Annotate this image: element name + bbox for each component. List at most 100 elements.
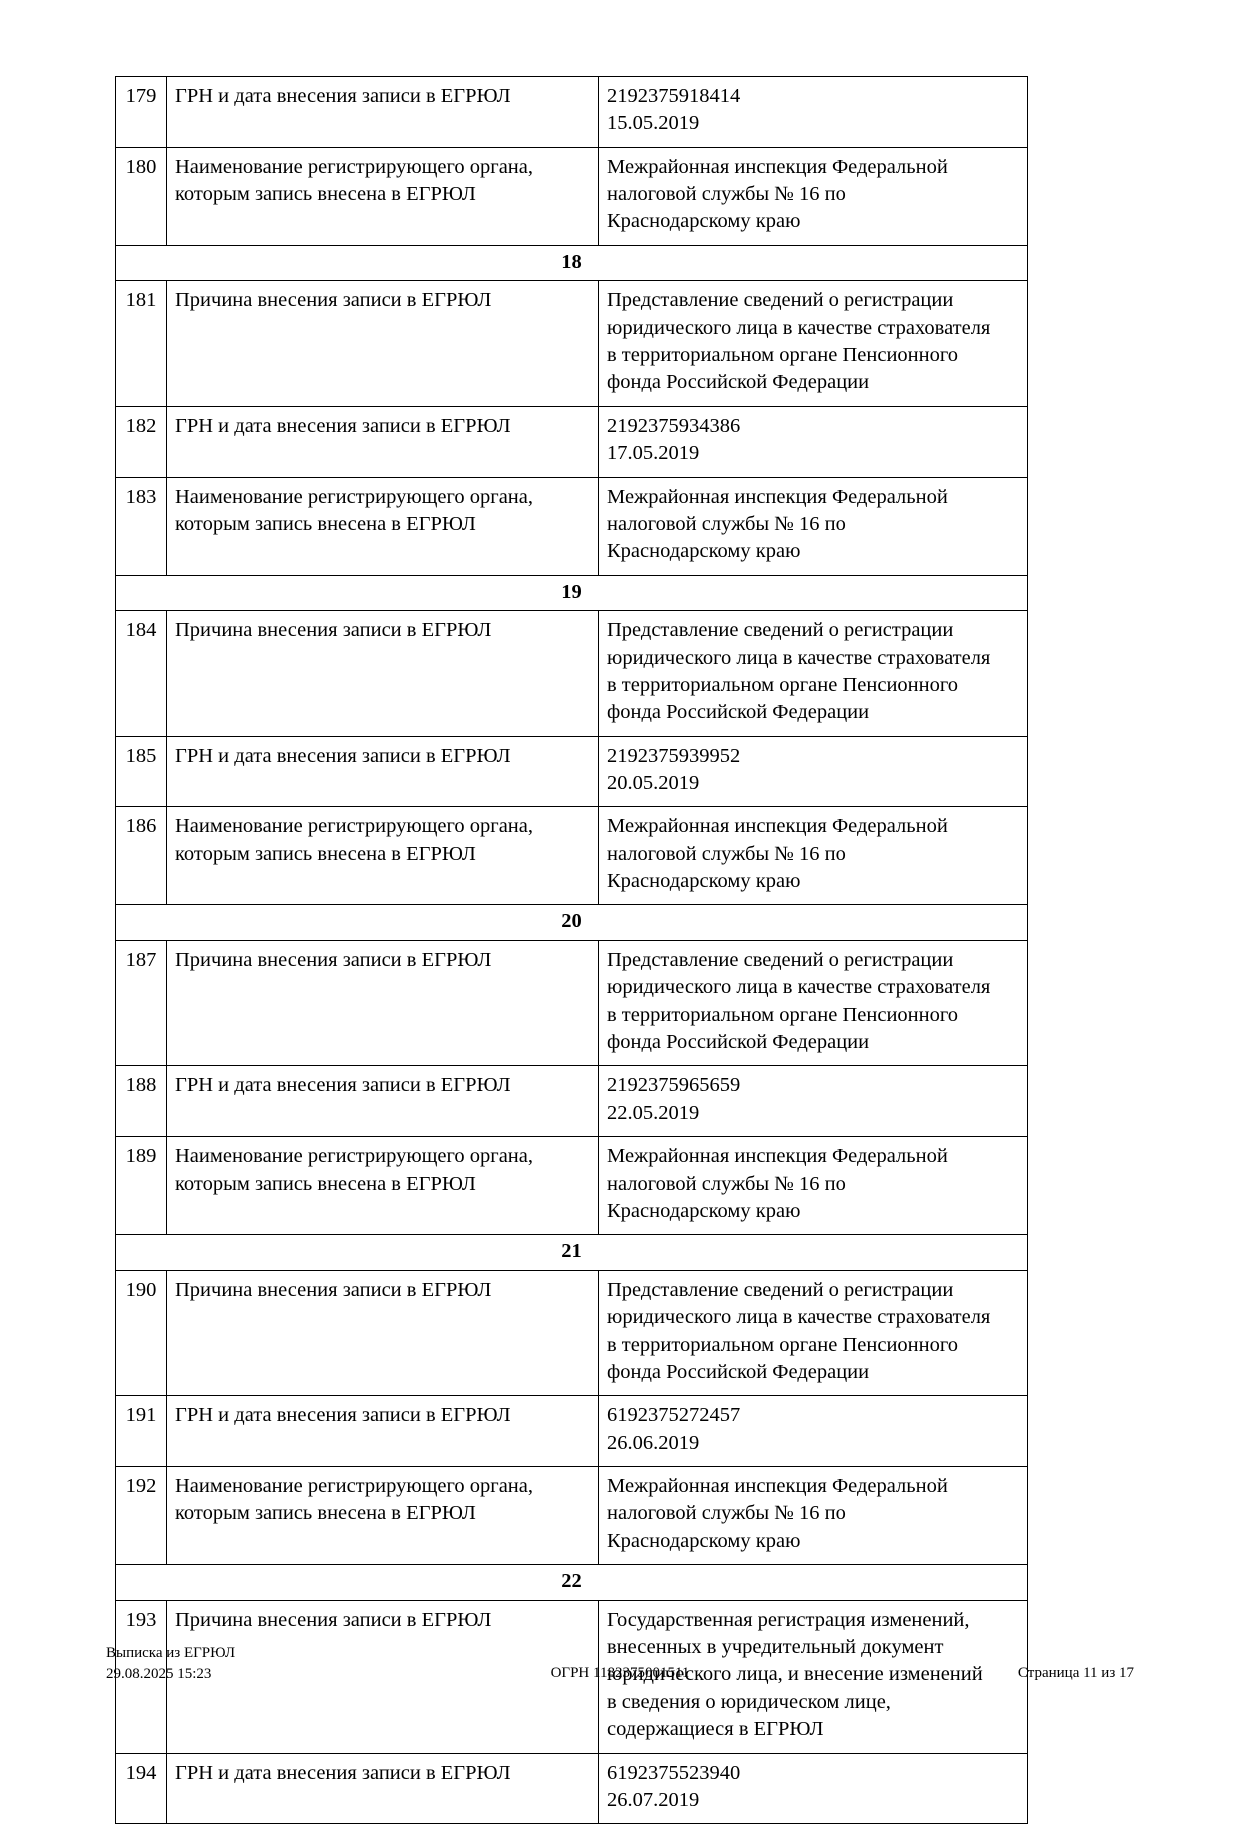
row-value-line: Межрайонная инспекция Федеральной bbox=[607, 815, 948, 838]
row-value: 2192375939952 20.05.2019 bbox=[598, 735, 1028, 808]
row-number: 193 bbox=[115, 1599, 167, 1754]
row-label-line: которым запись внесена в ЕГРЮЛ bbox=[175, 1502, 476, 1525]
row-value-line: фонда Российской Федерации bbox=[607, 1031, 870, 1054]
row-label: Причина внесения записи в ЕГРЮЛ bbox=[166, 1269, 599, 1397]
footer-document-info: Выписка из ЕГРЮЛ 29.08.2025 15:23 bbox=[106, 1643, 235, 1686]
table-row: 189 Наименование регистрирующего органа, к… bbox=[115, 1136, 1028, 1236]
row-label-line: которым запись внесена в ЕГРЮЛ bbox=[175, 1172, 476, 1195]
row-number: 191 bbox=[115, 1395, 167, 1468]
row-value: Межрайонная инспекция Федеральной налогов… bbox=[598, 1466, 1028, 1566]
row-value-line: Краснодарскому краю bbox=[607, 870, 801, 893]
row-label-line: Наименование регистрирующего органа, bbox=[175, 155, 533, 178]
row-label: Наименование регистрирующего органа, кото… bbox=[166, 146, 599, 246]
table-row: 181 Причина внесения записи в ЕГРЮЛ Предст… bbox=[115, 280, 1028, 407]
row-value-line: Межрайонная инспекция Федеральной bbox=[607, 485, 948, 508]
table-row: 192 Наименование регистрирующего органа, к… bbox=[115, 1466, 1028, 1566]
row-number: 179 bbox=[115, 76, 167, 148]
row-value-line: 2192375939952 bbox=[607, 744, 741, 767]
row-label: ГРН и дата внесения записи в ЕГРЮЛ bbox=[166, 405, 599, 478]
table-row: 187 Причина внесения записи в ЕГРЮЛ Предст… bbox=[115, 940, 1028, 1067]
row-label-line: которым запись внесена в ЕГРЮЛ bbox=[175, 183, 476, 206]
section-header-row: 21 bbox=[115, 1234, 1028, 1271]
row-label-line: которым запись внесена в ЕГРЮЛ bbox=[175, 512, 476, 535]
row-value: Представление сведений о регистрации юрид… bbox=[598, 940, 1028, 1067]
row-value-line: 2192375934386 bbox=[607, 414, 741, 437]
row-label-line: Наименование регистрирующего органа, bbox=[175, 1475, 533, 1498]
row-value-line: Представление сведений о регистрации bbox=[607, 289, 954, 312]
egrul-records-table: 179 ГРН и дата внесения записи в ЕГРЮЛ 219… bbox=[115, 76, 1028, 1824]
row-value: Межрайонная инспекция Федеральной налогов… bbox=[598, 806, 1028, 906]
row-number: 194 bbox=[115, 1752, 167, 1824]
section-header-row: 20 bbox=[115, 904, 1028, 942]
row-number: 184 bbox=[115, 610, 167, 737]
table-row: 190 Причина внесения записи в ЕГРЮЛ Предст… bbox=[115, 1269, 1028, 1397]
row-label-line: Наименование регистрирующего органа, bbox=[175, 485, 533, 508]
row-value-line: Межрайонная инспекция Федеральной bbox=[607, 1475, 948, 1498]
table-row: 185 ГРН и дата внесения записи в ЕГРЮЛ 219… bbox=[115, 735, 1028, 808]
row-label: Наименование регистрирующего органа, кото… bbox=[166, 806, 599, 906]
row-value-line: 20.05.2019 bbox=[607, 772, 700, 795]
row-value-line: налоговой службы № 16 по bbox=[607, 183, 846, 206]
row-value: Представление сведений о регистрации юрид… bbox=[598, 280, 1028, 407]
table-row: 194 ГРН и дата внесения записи в ЕГРЮЛ 619… bbox=[115, 1752, 1028, 1824]
row-number: 185 bbox=[115, 735, 167, 808]
row-value-line: 2192375965659 bbox=[607, 1074, 741, 1097]
row-value-line: внесенных в учредительный документ bbox=[607, 1636, 944, 1659]
row-label: Причина внесения записи в ЕГРЮЛ bbox=[166, 610, 599, 737]
row-value: 6192375523940 26.07.2019 bbox=[598, 1752, 1028, 1824]
row-value-line: в территориальном органе Пенсионного bbox=[607, 1333, 959, 1356]
row-value-line: юридического лица, и внесение изменений bbox=[607, 1663, 983, 1686]
row-value-line: Межрайонная инспекция Федеральной bbox=[607, 155, 948, 178]
row-value: 6192375272457 26.06.2019 bbox=[598, 1395, 1028, 1468]
table-row: 184 Причина внесения записи в ЕГРЮЛ Предст… bbox=[115, 610, 1028, 737]
row-value-line: 26.07.2019 bbox=[607, 1788, 700, 1811]
row-label: ГРН и дата внесения записи в ЕГРЮЛ bbox=[166, 735, 599, 808]
row-value-line: в сведения о юридическом лице, bbox=[607, 1690, 891, 1713]
row-value-line: юридического лица в качестве страховател… bbox=[607, 976, 991, 999]
footer-generated-timestamp: 29.08.2025 15:23 bbox=[106, 1666, 212, 1683]
row-value-line: налоговой службы № 16 по bbox=[607, 842, 846, 865]
section-number: 21 bbox=[115, 1234, 1028, 1271]
row-number: 180 bbox=[115, 146, 167, 246]
section-header-row: 18 bbox=[115, 244, 1028, 282]
row-value-line: Представление сведений о регистрации bbox=[607, 949, 954, 972]
row-value-line: Краснодарскому краю bbox=[607, 1529, 801, 1552]
section-header-row: 22 bbox=[115, 1564, 1028, 1601]
row-value-line: 15.05.2019 bbox=[607, 112, 700, 135]
row-value-line: Краснодарскому краю bbox=[607, 540, 801, 563]
row-label: Причина внесения записи в ЕГРЮЛ bbox=[166, 1599, 599, 1754]
row-label: ГРН и дата внесения записи в ЕГРЮЛ bbox=[166, 1752, 599, 1824]
row-value-line: Межрайонная инспекция Федеральной bbox=[607, 1145, 948, 1168]
row-number: 189 bbox=[115, 1136, 167, 1236]
section-number: 19 bbox=[115, 574, 1028, 612]
row-label: Наименование регистрирующего органа, кото… bbox=[166, 476, 599, 576]
table-row: 180 Наименование регистрирующего органа, к… bbox=[115, 146, 1028, 246]
row-number: 192 bbox=[115, 1466, 167, 1566]
row-value: 2192375918414 15.05.2019 bbox=[598, 76, 1028, 148]
row-value-line: юридического лица в качестве страховател… bbox=[607, 1306, 991, 1329]
row-value-line: в территориальном органе Пенсионного bbox=[607, 1003, 959, 1026]
row-value-line: Государственная регистрация изменений, bbox=[607, 1608, 970, 1631]
footer-ogrn: ОГРН 1182375001511 bbox=[550, 1665, 690, 1681]
row-label: ГРН и дата внесения записи в ЕГРЮЛ bbox=[166, 76, 599, 148]
table-row: 186 Наименование регистрирующего органа, к… bbox=[115, 806, 1028, 906]
section-header-row: 19 bbox=[115, 574, 1028, 612]
table-row: 191 ГРН и дата внесения записи в ЕГРЮЛ 619… bbox=[115, 1395, 1028, 1468]
row-value-line: юридического лица в качестве страховател… bbox=[607, 316, 991, 339]
row-label-line: Наименование регистрирующего органа, bbox=[175, 1145, 533, 1168]
row-number: 183 bbox=[115, 476, 167, 576]
row-value-line: Представление сведений о регистрации bbox=[607, 1278, 954, 1301]
row-number: 186 bbox=[115, 806, 167, 906]
row-value-line: 6192375272457 bbox=[607, 1404, 741, 1427]
row-value-line: в территориальном органе Пенсионного bbox=[607, 673, 959, 696]
row-number: 182 bbox=[115, 405, 167, 478]
row-number: 181 bbox=[115, 280, 167, 407]
row-value-line: содержащиеся в ЕГРЮЛ bbox=[607, 1718, 824, 1741]
row-value-line: Краснодарскому краю bbox=[607, 210, 801, 233]
row-value: Межрайонная инспекция Федеральной налогов… bbox=[598, 146, 1028, 246]
section-number: 22 bbox=[115, 1564, 1028, 1601]
row-value-line: налоговой службы № 16 по bbox=[607, 512, 846, 535]
row-number: 190 bbox=[115, 1269, 167, 1397]
row-value-line: фонда Российской Федерации bbox=[607, 701, 870, 724]
row-number: 188 bbox=[115, 1065, 167, 1138]
